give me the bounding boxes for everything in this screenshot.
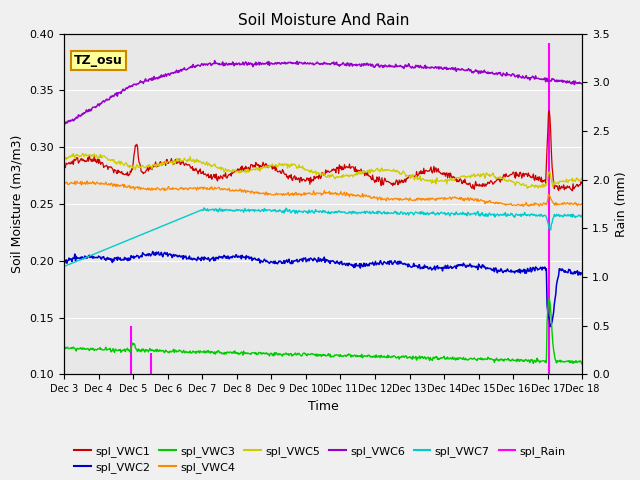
X-axis label: Time: Time: [308, 400, 339, 413]
Y-axis label: Rain (mm): Rain (mm): [616, 171, 628, 237]
Legend: spl_VWC1, spl_VWC2, spl_VWC3, spl_VWC4, spl_VWC5, spl_VWC6, spl_VWC7, spl_Rain: spl_VWC1, spl_VWC2, spl_VWC3, spl_VWC4, …: [70, 441, 570, 478]
Y-axis label: Soil Moisture (m3/m3): Soil Moisture (m3/m3): [11, 135, 24, 273]
Text: TZ_osu: TZ_osu: [74, 54, 123, 67]
Title: Soil Moisture And Rain: Soil Moisture And Rain: [237, 13, 409, 28]
